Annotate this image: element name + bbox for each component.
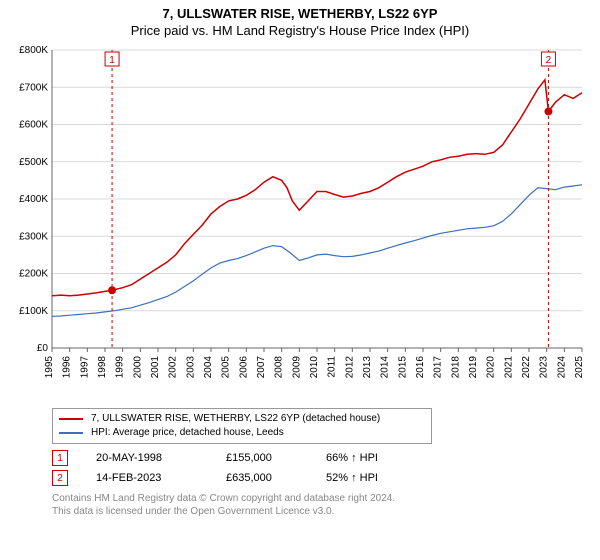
svg-text:2018: 2018 <box>450 356 461 379</box>
svg-text:2017: 2017 <box>433 356 444 379</box>
title-sub: Price paid vs. HM Land Registry's House … <box>10 23 590 38</box>
svg-text:2019: 2019 <box>468 356 479 379</box>
svg-text:£0: £0 <box>37 343 49 354</box>
svg-text:2012: 2012 <box>344 356 355 379</box>
legend-row-series-1: 7, ULLSWATER RISE, WETHERBY, LS22 6YP (d… <box>59 412 425 426</box>
svg-text:2: 2 <box>546 55 552 66</box>
svg-text:2015: 2015 <box>397 356 408 379</box>
transaction-marker-1: 1 <box>52 450 68 466</box>
transaction-row-2: 2 14-FEB-2023 £635,000 52% ↑ HPI <box>52 470 590 486</box>
svg-text:2006: 2006 <box>238 356 249 379</box>
svg-text:£100K: £100K <box>19 306 48 317</box>
line-chart-svg: £0 £100K £200K £300K £400K £500K £600K £700K £80… <box>10 44 590 404</box>
svg-text:2013: 2013 <box>362 356 373 379</box>
svg-text:1: 1 <box>109 55 115 66</box>
svg-text:2020: 2020 <box>486 356 497 379</box>
svg-text:2005: 2005 <box>221 356 232 379</box>
attribution-line-2: This data is licensed under the Open Gov… <box>52 505 590 518</box>
transaction-delta-1: 66% ↑ HPI <box>326 452 446 464</box>
legend-swatch-series-1 <box>59 418 83 420</box>
svg-text:£700K: £700K <box>19 82 48 93</box>
transaction-date-1: 20-MAY-1998 <box>96 452 226 464</box>
svg-text:2016: 2016 <box>415 356 426 379</box>
svg-text:£400K: £400K <box>19 194 48 205</box>
svg-text:2022: 2022 <box>521 356 532 379</box>
transaction-marker-2: 2 <box>52 470 68 486</box>
legend-box: 7, ULLSWATER RISE, WETHERBY, LS22 6YP (d… <box>52 408 432 444</box>
legend-swatch-series-2 <box>59 432 83 434</box>
svg-text:£800K: £800K <box>19 45 48 56</box>
svg-text:£600K: £600K <box>19 120 48 131</box>
svg-text:£200K: £200K <box>19 269 48 280</box>
titles-block: 7, ULLSWATER RISE, WETHERBY, LS22 6YP Pr… <box>10 6 590 44</box>
transaction-price-1: £155,000 <box>226 452 326 464</box>
svg-text:2010: 2010 <box>309 356 320 379</box>
transaction-date-2: 14-FEB-2023 <box>96 472 226 484</box>
svg-text:2009: 2009 <box>291 356 302 379</box>
svg-text:1996: 1996 <box>62 356 73 379</box>
svg-text:£300K: £300K <box>19 231 48 242</box>
svg-text:2021: 2021 <box>503 356 514 379</box>
transaction-delta-2: 52% ↑ HPI <box>326 472 446 484</box>
svg-text:2008: 2008 <box>274 356 285 379</box>
svg-text:2004: 2004 <box>203 356 214 379</box>
svg-text:2007: 2007 <box>256 356 267 379</box>
svg-text:£500K: £500K <box>19 157 48 168</box>
transaction-price-2: £635,000 <box>226 472 326 484</box>
svg-text:2023: 2023 <box>539 356 550 379</box>
svg-text:1997: 1997 <box>79 356 90 379</box>
svg-text:2011: 2011 <box>327 356 338 378</box>
attribution-line-1: Contains HM Land Registry data © Crown c… <box>52 492 590 505</box>
svg-text:2024: 2024 <box>556 356 567 379</box>
svg-text:2025: 2025 <box>574 356 585 379</box>
svg-text:2002: 2002 <box>168 356 179 379</box>
title-main: 7, ULLSWATER RISE, WETHERBY, LS22 6YP <box>10 6 590 21</box>
transaction-row-1: 1 20-MAY-1998 £155,000 66% ↑ HPI <box>52 450 590 466</box>
legend-label-series-1: 7, ULLSWATER RISE, WETHERBY, LS22 6YP (d… <box>91 412 380 426</box>
svg-text:2003: 2003 <box>185 356 196 379</box>
svg-text:2014: 2014 <box>380 356 391 379</box>
svg-text:2000: 2000 <box>132 356 143 379</box>
legend-label-series-2: HPI: Average price, detached house, Leed… <box>91 426 284 440</box>
svg-text:2001: 2001 <box>150 356 161 379</box>
svg-text:1998: 1998 <box>97 356 108 379</box>
attribution-block: Contains HM Land Registry data © Crown c… <box>52 492 590 518</box>
svg-text:1995: 1995 <box>44 356 55 379</box>
root: 7, ULLSWATER RISE, WETHERBY, LS22 6YP Pr… <box>0 0 600 560</box>
chart-area: £0 £100K £200K £300K £400K £500K £600K £700K £80… <box>10 44 590 404</box>
legend-row-series-2: HPI: Average price, detached house, Leed… <box>59 426 425 440</box>
svg-text:1999: 1999 <box>115 356 126 379</box>
